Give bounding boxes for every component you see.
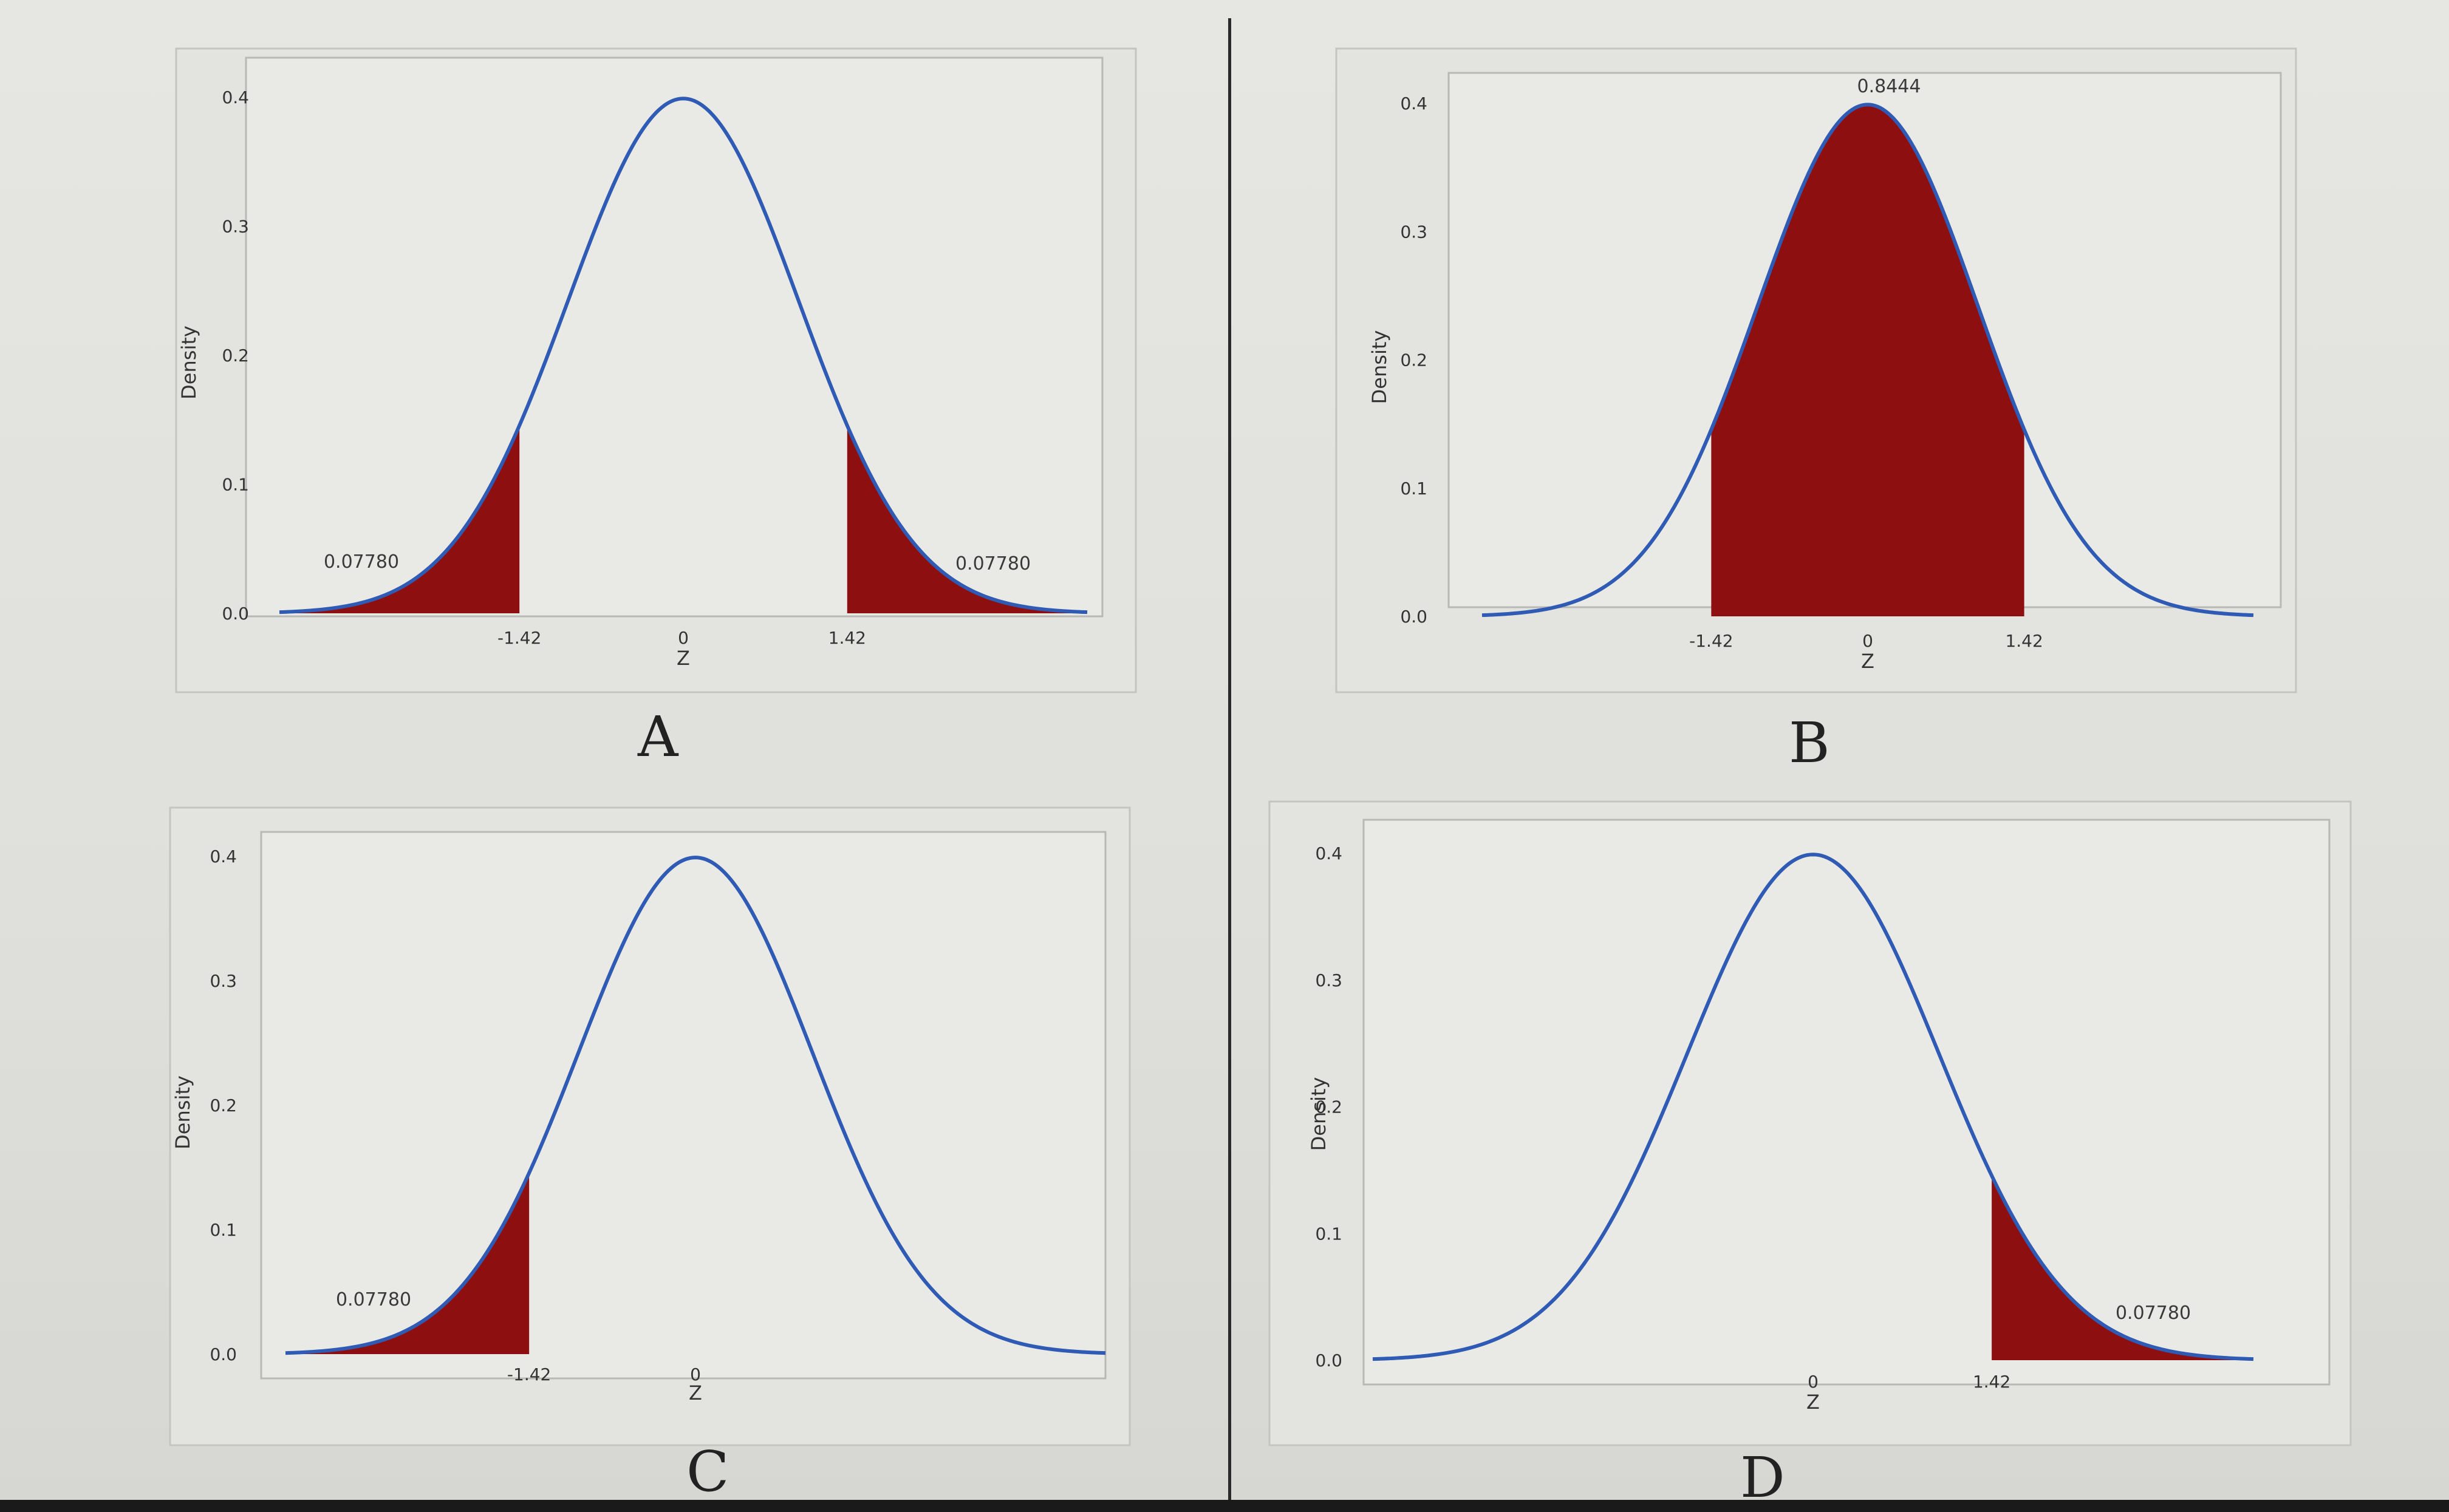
x-axis-title: Z xyxy=(689,1381,702,1405)
plot-area-d xyxy=(1362,819,2331,1386)
x-tick-label: -1.42 xyxy=(1689,631,1733,651)
shaded-area-c-0 xyxy=(285,1173,530,1354)
y-axis-title: Density xyxy=(171,1075,194,1149)
area-label-a-0: 0.07780 xyxy=(324,551,399,573)
chart-panel-d: 0.0 0.1 0.2 0.3 0.4 Density 0 1.42 Z 0.07780 xyxy=(1268,800,2352,1446)
y-tick-label: 0.2 xyxy=(1315,1097,1342,1117)
y-tick-label: 0.3 xyxy=(1400,222,1427,242)
density-curve-a xyxy=(279,97,1088,615)
x-axis-title: Z xyxy=(1861,650,1874,673)
x-tick-label: 0 xyxy=(1808,1372,1819,1392)
shaded-area-a-0 xyxy=(279,425,520,613)
shaded-area-a-1 xyxy=(847,425,1087,613)
y-axis-title: Density xyxy=(1307,1077,1330,1151)
y-tick-label: 0.1 xyxy=(1315,1224,1342,1244)
x-tick-label: 1.42 xyxy=(828,628,866,648)
area-label-c-0: 0.07780 xyxy=(336,1289,411,1310)
y-tick-label: 0.4 xyxy=(1315,843,1342,863)
y-tick-label: 0.2 xyxy=(222,346,249,366)
x-axis-title: Z xyxy=(677,647,690,670)
panel-letter-b: B xyxy=(1789,710,1830,775)
y-tick-label: 0.3 xyxy=(210,971,237,991)
area-label-b-0: 0.8444 xyxy=(1857,76,1921,97)
screen-bezel xyxy=(0,1500,2449,1512)
chart-panel-a: 0.0 0.1 0.2 0.3 0.4 Density -1.42 0 1.42 Z 0.07780… xyxy=(175,47,1137,693)
chart-panel-b: 0.0 0.1 0.2 0.3 0.4 Density -1.42 0 1.42 Z 0.8444 xyxy=(1335,47,2297,693)
y-tick-label: 0.1 xyxy=(1400,478,1427,499)
y-tick-label: 0.4 xyxy=(1400,94,1427,114)
y-tick-label: 0.0 xyxy=(210,1344,237,1364)
x-tick-label: 1.42 xyxy=(1973,1372,2010,1392)
x-tick-label: 0 xyxy=(1862,631,1873,651)
plot-area-c xyxy=(260,831,1107,1380)
x-axis-title: Z xyxy=(1806,1391,1820,1414)
x-tick-label: -1.42 xyxy=(497,628,541,648)
y-tick-label: 0.0 xyxy=(1400,607,1427,627)
y-axis-title: Density xyxy=(1368,330,1391,404)
plot-area-a xyxy=(245,56,1104,618)
panel-letter-d: D xyxy=(1740,1445,1785,1510)
panel-letter-a: A xyxy=(638,704,678,769)
x-tick-label: 1.42 xyxy=(2005,631,2043,651)
area-label-a-1: 0.07780 xyxy=(955,553,1031,574)
chart-panel-c: 0.0 0.1 0.2 0.3 0.4 Density -1.42 0Z 0.07780 xyxy=(169,806,1131,1446)
x-tick-label: -1.42 xyxy=(507,1364,551,1384)
y-tick-label: 0.4 xyxy=(222,87,249,107)
shaded-area-d-0 xyxy=(1992,1176,2253,1360)
y-tick-label: 0.2 xyxy=(210,1095,237,1115)
panel-divider xyxy=(1228,18,1231,1512)
area-label-d-0: 0.07780 xyxy=(2116,1303,2191,1324)
x-tick-label: 0 xyxy=(678,628,689,648)
density-curve-c xyxy=(285,856,1106,1355)
x-tick-label: 0 xyxy=(690,1364,701,1384)
y-tick-label: 0.1 xyxy=(210,1220,237,1240)
density-curve-d xyxy=(1372,853,2254,1361)
y-tick-label: 0.1 xyxy=(222,475,249,495)
y-tick-label: 0.0 xyxy=(222,604,249,624)
y-tick-label: 0.3 xyxy=(1315,970,1342,990)
y-tick-label: 0.2 xyxy=(1400,350,1427,370)
y-tick-label: 0.3 xyxy=(222,217,249,237)
y-tick-label: 0.0 xyxy=(1315,1350,1342,1371)
density-curve-b xyxy=(1481,103,2254,618)
y-tick-label: 0.4 xyxy=(210,846,237,867)
y-axis-title: Density xyxy=(177,325,200,400)
panel-letter-c: C xyxy=(686,1439,729,1504)
shaded-area-b-0 xyxy=(1711,104,2024,617)
